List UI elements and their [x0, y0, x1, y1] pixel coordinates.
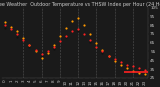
Point [144, 69, 146, 71]
Point [125, 68, 128, 69]
Point [40, 55, 43, 57]
Point [4, 24, 6, 26]
Point [28, 45, 31, 46]
Point [10, 29, 12, 30]
Point [125, 66, 128, 67]
Point [113, 60, 116, 62]
Point [71, 31, 73, 32]
Point [16, 31, 19, 32]
Point [113, 58, 116, 59]
Point [71, 20, 73, 21]
Point [95, 46, 98, 48]
Point [138, 72, 140, 73]
Point [28, 46, 31, 48]
Point [77, 31, 79, 32]
Title: Milwaukee Weather  Outdoor Temperature vs THSW Index per Hour (24 Hours): Milwaukee Weather Outdoor Temperature vs… [0, 2, 160, 7]
Point [107, 55, 110, 57]
Point [59, 35, 61, 36]
Point [4, 27, 6, 28]
Point [101, 49, 104, 50]
Point [77, 17, 79, 19]
Point [83, 33, 85, 35]
Point [16, 36, 19, 37]
Point [95, 42, 98, 43]
Point [22, 39, 25, 41]
Point [52, 46, 55, 48]
Point [138, 69, 140, 71]
Point [77, 29, 79, 30]
Point [40, 53, 43, 55]
Point [132, 70, 134, 72]
Point [119, 64, 122, 65]
Point [16, 33, 19, 35]
Point [107, 55, 110, 57]
Point [119, 61, 122, 63]
Point [132, 66, 134, 67]
Point [144, 74, 146, 75]
Point [138, 68, 140, 69]
Point [34, 49, 37, 50]
Point [28, 45, 31, 46]
Point [89, 39, 92, 41]
Point [52, 45, 55, 46]
Point [40, 57, 43, 58]
Point [101, 53, 104, 54]
Point [22, 38, 25, 39]
Point [46, 51, 49, 52]
Point [83, 24, 85, 26]
Point [4, 22, 6, 23]
Point [89, 41, 92, 42]
Point [52, 48, 55, 50]
Point [113, 60, 116, 61]
Point [101, 51, 104, 52]
Point [65, 35, 67, 36]
Point [59, 40, 61, 42]
Point [89, 33, 92, 35]
Point [125, 64, 128, 65]
Point [46, 53, 49, 54]
Point [65, 27, 67, 28]
Point [65, 37, 67, 38]
Point [10, 26, 12, 27]
Point [34, 51, 37, 52]
